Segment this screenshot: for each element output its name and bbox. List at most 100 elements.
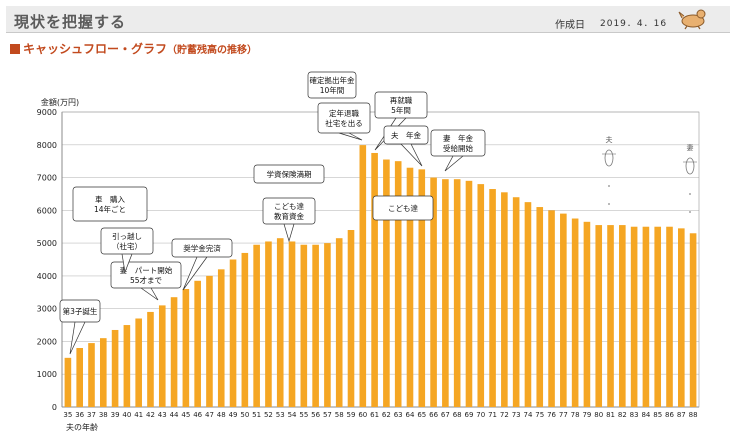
section-subtitle: （貯蓄残高の推移） — [167, 45, 258, 56]
x-tick-label: 55 — [299, 411, 308, 419]
y-tick-label: 6000 — [37, 206, 57, 215]
x-tick-label: 50 — [240, 411, 249, 419]
legend-label: 妻 — [687, 143, 694, 152]
callout-label: 第3子誕生 — [63, 306, 98, 316]
bar-73 — [512, 197, 520, 407]
legend-dot — [689, 193, 691, 195]
y-tick-label: 7000 — [37, 174, 57, 183]
legend-dot — [689, 211, 691, 213]
page-title: 現状を把握する — [14, 13, 127, 31]
bar-49 — [229, 259, 237, 407]
bar-83 — [630, 226, 638, 407]
callout-label: 奨学金完済 — [183, 243, 221, 253]
x-tick-label: 83 — [630, 411, 639, 419]
callout-box — [383, 125, 429, 145]
callout-label: 確定拠出年金 — [310, 75, 355, 85]
x-tick-label: 75 — [535, 411, 544, 419]
x-tick-label: 84 — [641, 411, 650, 419]
x-tick-label: 74 — [523, 411, 532, 419]
section-square-icon — [10, 44, 20, 54]
header-bar — [6, 6, 730, 33]
callout-box — [253, 164, 325, 184]
callout-box — [262, 197, 316, 225]
callout-pointer — [338, 132, 363, 141]
x-tick-label: 67 — [441, 411, 450, 419]
legend-dot — [608, 203, 610, 205]
bar-87 — [678, 228, 685, 407]
callout-pointer — [283, 223, 295, 243]
callout-label: 受給開始 — [443, 143, 473, 153]
callout-label: 教育資金 — [274, 211, 304, 221]
callout-label: 14年ごと — [94, 204, 126, 214]
callout-box — [317, 102, 371, 134]
bar-62 — [383, 159, 390, 407]
callout-pointer — [444, 155, 464, 172]
x-tick-label: 57 — [323, 411, 332, 419]
callout-label: 社宅を出る — [325, 118, 363, 128]
callout-label: （社宅） — [112, 241, 142, 251]
bar-46 — [194, 280, 201, 407]
y-axis-title: 金額(万円) — [41, 97, 79, 107]
x-tick-label: 81 — [606, 411, 615, 419]
x-tick-label: 64 — [406, 411, 415, 419]
created-date: 2019．4．16 — [600, 19, 668, 29]
bar-71 — [489, 189, 496, 407]
callout-box — [72, 186, 148, 222]
bar-44 — [170, 297, 178, 407]
callout-box — [430, 129, 486, 157]
x-tick-label: 62 — [382, 411, 391, 419]
x-tick-label: 86 — [665, 411, 674, 419]
x-tick-label: 77 — [559, 411, 568, 419]
x-tick-label: 63 — [394, 411, 403, 419]
bar-74 — [524, 202, 532, 407]
x-tick-label: 47 — [205, 411, 214, 419]
y-tick-label: 5000 — [37, 239, 57, 248]
legend-figure-icon — [685, 157, 695, 175]
callout-label: 55才まで — [130, 275, 162, 285]
x-tick-label: 37 — [87, 411, 96, 419]
bar-43 — [158, 305, 166, 407]
x-tick-label: 70 — [476, 411, 485, 419]
y-tick-label: 1000 — [37, 370, 57, 379]
bar-85 — [654, 226, 662, 407]
legend-figure-icon — [604, 149, 614, 167]
bar-51 — [253, 244, 260, 407]
bar-35 — [64, 357, 72, 407]
bar-47 — [206, 275, 213, 407]
x-tick-label: 39 — [111, 411, 120, 419]
x-tick-label: 88 — [689, 411, 698, 419]
callout-label: 再就職 — [390, 95, 413, 105]
x-tick-label: 71 — [488, 411, 497, 419]
x-axis-title: 夫の年齢 — [66, 422, 98, 432]
x-tick-label: 76 — [547, 411, 556, 419]
legend-dot — [608, 185, 610, 187]
x-tick-label: 43 — [158, 411, 167, 419]
x-tick-label: 53 — [276, 411, 285, 419]
x-tick-label: 48 — [217, 411, 226, 419]
x-tick-label: 87 — [677, 411, 686, 419]
x-tick-label: 80 — [594, 411, 603, 419]
bar-84 — [642, 226, 650, 407]
callout-label: 車 購入 — [95, 194, 125, 204]
bar-67 — [442, 179, 449, 407]
bar-55 — [300, 244, 308, 407]
bar-75 — [536, 207, 544, 407]
bar-37 — [88, 343, 95, 407]
bar-81 — [607, 225, 614, 407]
bar-78 — [571, 218, 579, 407]
bar-68 — [453, 179, 461, 407]
callout-pointer — [182, 256, 208, 291]
bar-77 — [560, 213, 567, 407]
x-tick-label: 65 — [417, 411, 426, 419]
x-tick-label: 45 — [181, 411, 190, 419]
y-tick-label: 4000 — [37, 272, 57, 281]
callout-box — [59, 299, 101, 323]
x-tick-label: 61 — [370, 411, 379, 419]
x-tick-label: 59 — [347, 411, 356, 419]
bar-36 — [76, 348, 83, 407]
bar-76 — [548, 210, 555, 407]
callout-box — [307, 71, 357, 99]
bar-48 — [217, 269, 225, 407]
bar-58 — [335, 238, 343, 407]
x-tick-label: 35 — [63, 411, 72, 419]
